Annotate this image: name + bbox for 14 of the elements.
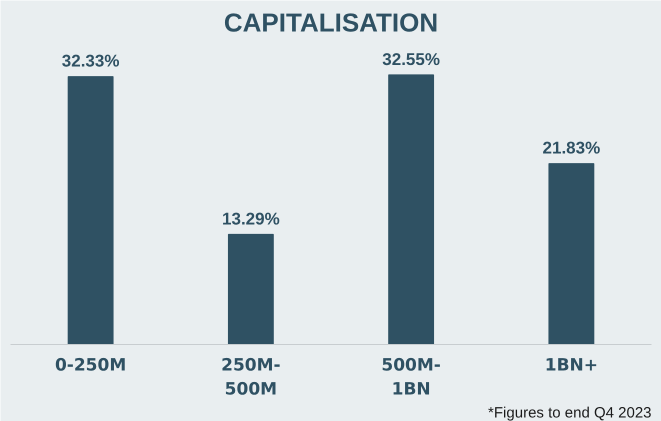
data-label: 13.29%: [222, 209, 280, 228]
data-label: 32.33%: [62, 52, 120, 71]
data-label: 21.83%: [542, 138, 600, 158]
x-tick-label: 1BN+: [544, 356, 598, 376]
chart-title: CAPITALISATION: [224, 8, 438, 38]
x-tick-label: 250M-500M: [221, 356, 281, 400]
x-tick-label: 0-250M: [54, 356, 126, 376]
bar: [68, 76, 114, 344]
bar: [388, 74, 434, 344]
x-tick-label: 500M-1BN: [381, 356, 441, 400]
data-label: 32.55%: [382, 50, 440, 69]
text: *Figures to end Q4 2023: [488, 404, 652, 421]
bar: [548, 163, 594, 344]
bar: [228, 234, 274, 344]
